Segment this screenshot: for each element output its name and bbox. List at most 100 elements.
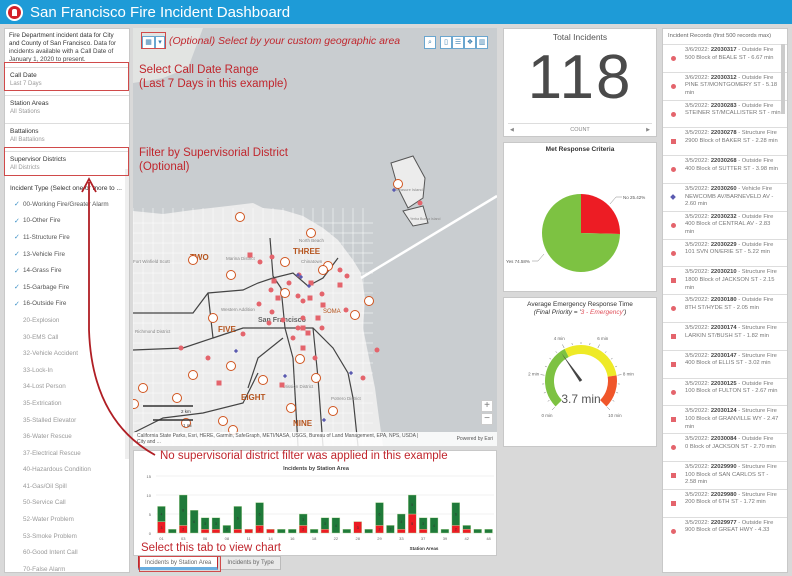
incident-circle-marker[interactable] [312,355,318,361]
incident-square-marker[interactable] [320,302,326,308]
bar-segment[interactable] [309,528,319,534]
bar-segment[interactable] [342,528,351,534]
incident-square-marker[interactable] [216,380,222,386]
legend-icon[interactable]: ☰ [452,36,464,49]
incident-circle-marker[interactable] [266,320,272,326]
fire-station-icon[interactable] [258,375,268,385]
incident-type-option[interactable]: ✓ 15-Garbage Fire [5,279,129,296]
incident-square-marker[interactable] [300,325,306,331]
record-item[interactable]: 3/5/2022: 22030125 - Outside Fire 100 Blo… [663,377,787,406]
incident-circle-marker[interactable] [360,375,366,381]
bar-segment[interactable] [408,494,417,515]
incident-type-option[interactable]: 20-Explosion [5,312,129,329]
fire-station-icon[interactable] [311,373,321,383]
bar-segment[interactable] [397,528,406,534]
bookmark-icon[interactable]: ▯ [440,36,452,49]
scrollbar[interactable] [125,169,129,459]
incident-square-marker[interactable] [337,282,343,288]
fire-station-icon[interactable] [318,265,328,275]
bar-segment[interactable] [484,528,493,534]
incident-square-marker[interactable] [307,295,313,301]
incident-type-option[interactable]: 36-Water Rescue [5,428,129,445]
fire-station-icon[interactable] [226,270,236,280]
incident-circle-marker[interactable] [295,293,301,299]
bar-segment[interactable] [386,525,395,534]
incident-type-option[interactable]: 33-Lock-In [5,362,129,379]
incident-type-option[interactable]: 35-Stalled Elevator [5,412,129,429]
incident-circle-marker[interactable] [337,267,343,273]
record-item[interactable]: 3/5/2022: 22030232 - Outside Fire 400 Blo… [663,210,787,239]
incident-type-option[interactable]: ✓ 13-Vehicle Fire [5,246,129,263]
incident-circle-marker[interactable] [257,259,263,265]
bar-segment[interactable] [462,525,471,530]
bar-segment[interactable] [397,513,406,530]
fire-station-icon[interactable] [188,255,198,265]
incident-circle-marker[interactable] [178,345,184,351]
record-item[interactable]: 3/5/2022: 22030283 - Outside Fire STEINER… [663,99,787,128]
record-item[interactable]: 3/5/2022: 22030174 - Structure Fire LARKI… [663,321,787,350]
fire-station-icon[interactable] [286,403,296,413]
incident-circle-marker[interactable] [280,317,286,323]
incident-circle-marker[interactable] [286,280,292,286]
fire-station-icon[interactable] [226,361,236,371]
incident-circle-marker[interactable] [268,287,274,293]
incident-circle-marker[interactable] [205,355,211,361]
filter-battalions[interactable]: Battalions All Battalions [5,123,129,151]
map-view[interactable]: TWO THREE FIVE EIGHT NINE San Francisco Marina… [133,28,497,446]
filter-call-date[interactable]: Call Date Last 7 Days [5,67,129,95]
filter-supervisor-districts[interactable]: Supervisor Districts All Districts [5,151,129,179]
bar-segment[interactable] [429,517,439,534]
fire-station-icon[interactable] [280,288,290,298]
record-item[interactable]: 3/5/2022: 22030180 - Outside Fire 8TH ST/… [663,294,787,322]
fire-station-icon[interactable] [138,383,148,393]
powered-by[interactable]: Powered by Esri [456,436,493,442]
bar-segment[interactable] [211,517,221,530]
fire-station-icon[interactable] [172,393,182,403]
incident-square-marker[interactable] [305,330,311,336]
bar-segment[interactable] [277,528,286,534]
incident-type-option[interactable]: ✓ 16-Outside Fire [5,296,129,313]
incident-type-option[interactable]: 60-Good Intent Call [5,544,129,561]
fire-station-icon[interactable] [280,257,290,267]
bar-segment[interactable] [418,517,428,530]
record-item[interactable]: 3/5/2022: 22030084 - Outside Fire 0 Block… [663,433,787,461]
fire-station-icon[interactable] [295,354,305,364]
bar-segment[interactable] [375,502,384,526]
bar-segment[interactable] [320,517,330,530]
incident-type-option[interactable]: 50-Service Call [5,495,129,512]
bar-segment[interactable] [222,525,232,534]
bar-segment[interactable] [179,494,188,526]
bar-segment[interactable] [168,528,177,534]
incident-type-option[interactable]: ✓ 00-Working Fire/Greater Alarm [5,196,129,213]
basemap-icon[interactable]: ▥ [476,36,488,49]
search-icon[interactable]: ⌕ [424,36,436,49]
incident-type-option[interactable]: ✓ 10-Other Fire [5,213,129,230]
record-item[interactable]: 3/5/2022: 22030147 - Structure Fire 400 B… [663,349,787,378]
bar-segment[interactable] [451,502,460,526]
bar-segment[interactable] [440,528,450,534]
prev-icon[interactable]: ◀ [510,127,514,133]
bar-segment[interactable] [244,528,253,534]
bar-segment[interactable] [353,521,362,534]
incident-square-marker[interactable] [300,345,306,351]
incident-circle-marker[interactable] [319,291,325,297]
incident-circle-marker[interactable] [300,315,306,321]
bar-segment[interactable] [200,517,210,530]
incident-circle-marker[interactable] [417,200,423,206]
bar-segment[interactable] [157,506,166,522]
zoom-out-button[interactable]: − [481,413,493,425]
incident-circle-marker[interactable] [269,309,275,315]
incident-square-marker[interactable] [279,382,285,388]
incident-circle-marker[interactable] [256,301,262,307]
record-item[interactable]: 3/5/2022: 22030278 - Structure Fire 2900 … [663,127,787,155]
incident-type-option[interactable]: 35-Extrication [5,395,129,412]
next-icon[interactable]: ▶ [646,127,650,133]
incident-type-option[interactable]: 30-EMS Call [5,329,129,346]
incident-type-option[interactable]: 52-Water Problem [5,511,129,528]
layers-icon[interactable]: ❖ [464,36,476,49]
incident-type-option[interactable]: 53-Smoke Problem [5,528,129,545]
record-item[interactable]: 3/5/2022: 22030260 - Vehicle Fire NEWCOMB… [663,182,787,211]
incident-circle-marker[interactable] [269,254,275,260]
bar-segment[interactable] [233,506,242,530]
